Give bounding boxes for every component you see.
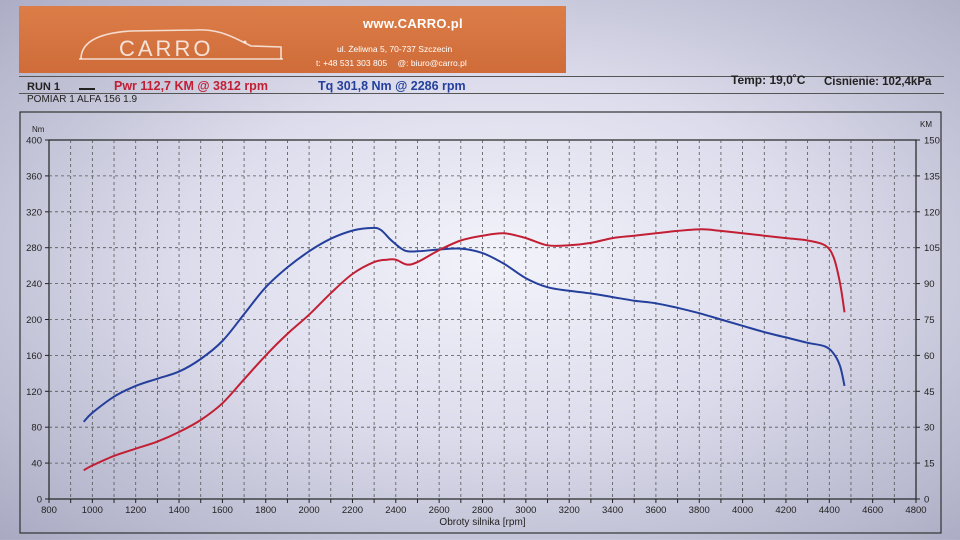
y-right-tick-label: 150 — [924, 136, 940, 147]
banner-email: @: biuro@carro.pl — [397, 58, 467, 68]
torque-summary: Tq 301,8 Nm @ 2286 rpm — [318, 79, 466, 93]
y-left-tick-label: 40 — [31, 459, 42, 470]
pressure-readout: Cisnienie: 102,4kPa — [824, 76, 932, 88]
y-right-unit-label: KM — [920, 120, 932, 129]
chart-frame — [19, 111, 942, 534]
run-legend-line — [79, 88, 95, 90]
torque-curve — [82, 226, 846, 423]
x-tick-label: 1000 — [82, 505, 103, 516]
y-right-tick-label: 0 — [924, 495, 929, 506]
x-tick-label: 1200 — [125, 505, 146, 516]
y-left-tick-label: 160 — [26, 351, 42, 362]
x-tick-label: 2800 — [472, 505, 493, 516]
x-tick-label: 2600 — [429, 505, 450, 516]
car-logo-icon — [79, 29, 283, 60]
x-tick-label: 3000 — [515, 505, 536, 516]
x-tick-label: 1600 — [212, 505, 233, 516]
power-curve — [83, 228, 846, 472]
y-left-tick-label: 80 — [31, 423, 42, 434]
x-axis-label: Obroty silnika [rpm] — [439, 517, 525, 528]
x-tick-label: 4400 — [819, 505, 840, 516]
x-tick-label: 2200 — [342, 505, 363, 516]
y-right-tick-label: 135 — [924, 171, 940, 182]
x-tick-label: 4200 — [775, 505, 796, 516]
y-right-tick-label: 60 — [924, 351, 935, 362]
y-right-tick-label: 15 — [924, 459, 935, 470]
y-left-tick-label: 120 — [26, 387, 42, 398]
banner-url: www.CARRO.pl — [363, 16, 463, 31]
x-tick-label: 3200 — [559, 505, 580, 516]
banner-contact: t: +48 531 303 805 @: biuro@carro.pl — [316, 58, 475, 68]
measurement-subtitle: POMIAR 1 ALFA 156 1.9 — [27, 94, 138, 105]
y-left-tick-label: 400 — [26, 136, 42, 147]
y-right-tick-label: 105 — [924, 243, 940, 254]
header-rule-top — [19, 76, 944, 77]
y-right-tick-label: 120 — [924, 207, 940, 218]
y-right-tick-label: 30 — [924, 423, 935, 434]
x-tick-label: 800 — [41, 505, 57, 516]
x-tick-label: 4000 — [732, 505, 753, 516]
x-tick-label: 1800 — [255, 505, 276, 516]
temperature-readout: Temp: 19,0˚C — [731, 73, 806, 87]
header-rule-bottom — [19, 93, 944, 94]
banner-phone: t: +48 531 303 805 — [316, 58, 388, 68]
y-left-tick-label: 320 — [26, 207, 42, 218]
banner-address: ul. Żeliwna 5, 70-737 Szczecin — [337, 44, 453, 54]
power-summary: Pwr 112,7 KM @ 3812 rpm — [114, 79, 268, 93]
x-tick-label: 3800 — [689, 505, 710, 516]
y-left-tick-label: 0 — [37, 495, 42, 506]
x-tick-label: 2400 — [385, 505, 406, 516]
x-tick-label: 3400 — [602, 505, 623, 516]
x-tick-label: 2000 — [299, 505, 320, 516]
y-right-tick-label: 90 — [924, 279, 935, 290]
x-tick-label: 1400 — [168, 505, 189, 516]
logo-text: CARRO — [119, 36, 214, 61]
y-left-tick-label: 240 — [26, 279, 42, 290]
y-right-tick-label: 75 — [924, 315, 935, 326]
x-tick-label: 4600 — [862, 505, 883, 516]
y-left-unit-label: Nm — [32, 125, 45, 134]
y-left-tick-label: 200 — [26, 315, 42, 326]
y-left-tick-label: 360 — [26, 171, 42, 182]
y-right-tick-label: 45 — [924, 387, 935, 398]
x-tick-label: 3600 — [645, 505, 666, 516]
dealer-banner: CARRO www.CARRO.pl ul. Żeliwna 5, 70-737… — [19, 6, 566, 73]
dyno-chart: 800 1000 1200 1400 1600 1800 2000 2200 2400 2600 2… — [19, 111, 942, 534]
x-tick-label: 4800 — [905, 505, 926, 516]
y-left-tick-label: 280 — [26, 243, 42, 254]
run-label: RUN 1 — [27, 81, 61, 93]
dyno-chart-container: 800 1000 1200 1400 1600 1800 2000 2200 2400 2600 2… — [18, 110, 943, 540]
